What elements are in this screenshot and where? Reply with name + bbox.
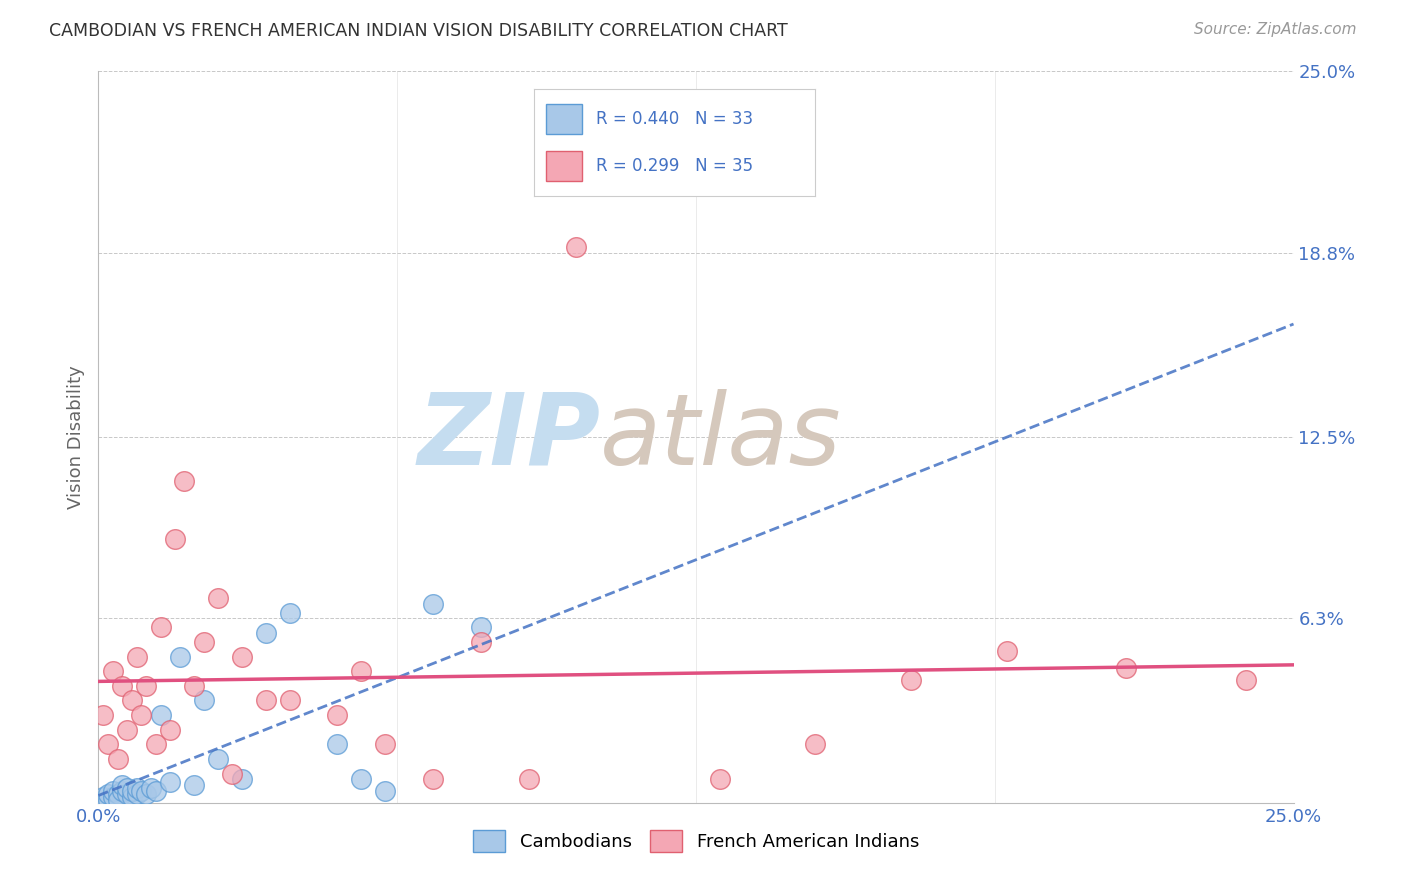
FancyBboxPatch shape bbox=[546, 152, 582, 181]
Point bbox=[111, 679, 134, 693]
Point bbox=[169, 649, 191, 664]
Point bbox=[101, 784, 124, 798]
Point bbox=[149, 620, 172, 634]
Point bbox=[254, 693, 277, 707]
Point bbox=[159, 775, 181, 789]
Point bbox=[173, 474, 195, 488]
Point bbox=[470, 635, 492, 649]
Point bbox=[115, 723, 138, 737]
Point bbox=[145, 784, 167, 798]
Point bbox=[163, 533, 186, 547]
Point bbox=[97, 787, 120, 801]
Point bbox=[139, 781, 162, 796]
Point bbox=[231, 649, 253, 664]
Text: CAMBODIAN VS FRENCH AMERICAN INDIAN VISION DISABILITY CORRELATION CHART: CAMBODIAN VS FRENCH AMERICAN INDIAN VISI… bbox=[49, 22, 787, 40]
Point bbox=[149, 708, 172, 723]
Point bbox=[101, 664, 124, 678]
Point bbox=[350, 664, 373, 678]
Point bbox=[125, 781, 148, 796]
Point bbox=[517, 772, 540, 787]
Point bbox=[125, 649, 148, 664]
Point bbox=[350, 772, 373, 787]
Point bbox=[207, 591, 229, 605]
Point bbox=[111, 778, 134, 792]
Point bbox=[131, 708, 153, 723]
Point bbox=[1234, 673, 1257, 687]
Point bbox=[1115, 661, 1137, 675]
Point bbox=[221, 766, 243, 780]
Legend: Cambodians, French American Indians: Cambodians, French American Indians bbox=[465, 823, 927, 860]
Point bbox=[159, 723, 181, 737]
Point bbox=[326, 708, 349, 723]
Point bbox=[107, 793, 129, 807]
Point bbox=[278, 606, 301, 620]
Point bbox=[131, 784, 153, 798]
Text: R = 0.440   N = 33: R = 0.440 N = 33 bbox=[596, 111, 754, 128]
Point bbox=[326, 737, 349, 751]
Point bbox=[709, 772, 731, 787]
Point bbox=[125, 787, 148, 801]
Point bbox=[97, 793, 120, 807]
Y-axis label: Vision Disability: Vision Disability bbox=[66, 365, 84, 509]
Point bbox=[278, 693, 301, 707]
Point bbox=[121, 693, 143, 707]
Point bbox=[374, 737, 396, 751]
Text: ZIP: ZIP bbox=[418, 389, 600, 485]
Point bbox=[231, 772, 253, 787]
Point bbox=[97, 737, 120, 751]
Point bbox=[254, 626, 277, 640]
Point bbox=[193, 635, 215, 649]
Point bbox=[91, 708, 114, 723]
Text: R = 0.299   N = 35: R = 0.299 N = 35 bbox=[596, 157, 754, 175]
Point bbox=[107, 752, 129, 766]
Point bbox=[91, 789, 114, 804]
Point bbox=[145, 737, 167, 751]
Point bbox=[422, 772, 444, 787]
Point bbox=[107, 787, 129, 801]
Point bbox=[115, 781, 138, 796]
Point bbox=[135, 787, 157, 801]
FancyBboxPatch shape bbox=[546, 104, 582, 134]
Point bbox=[422, 597, 444, 611]
Point bbox=[183, 778, 205, 792]
Text: Source: ZipAtlas.com: Source: ZipAtlas.com bbox=[1194, 22, 1357, 37]
Point bbox=[995, 643, 1018, 657]
Point bbox=[374, 784, 396, 798]
Point bbox=[470, 620, 492, 634]
Point bbox=[804, 737, 827, 751]
Point bbox=[115, 787, 138, 801]
Point bbox=[121, 784, 143, 798]
Point bbox=[900, 673, 922, 687]
Point bbox=[183, 679, 205, 693]
Point bbox=[207, 752, 229, 766]
Point bbox=[101, 789, 124, 804]
Text: atlas: atlas bbox=[600, 389, 842, 485]
Point bbox=[111, 784, 134, 798]
Point bbox=[135, 679, 157, 693]
Point bbox=[193, 693, 215, 707]
Point bbox=[121, 789, 143, 804]
Point bbox=[565, 240, 588, 254]
